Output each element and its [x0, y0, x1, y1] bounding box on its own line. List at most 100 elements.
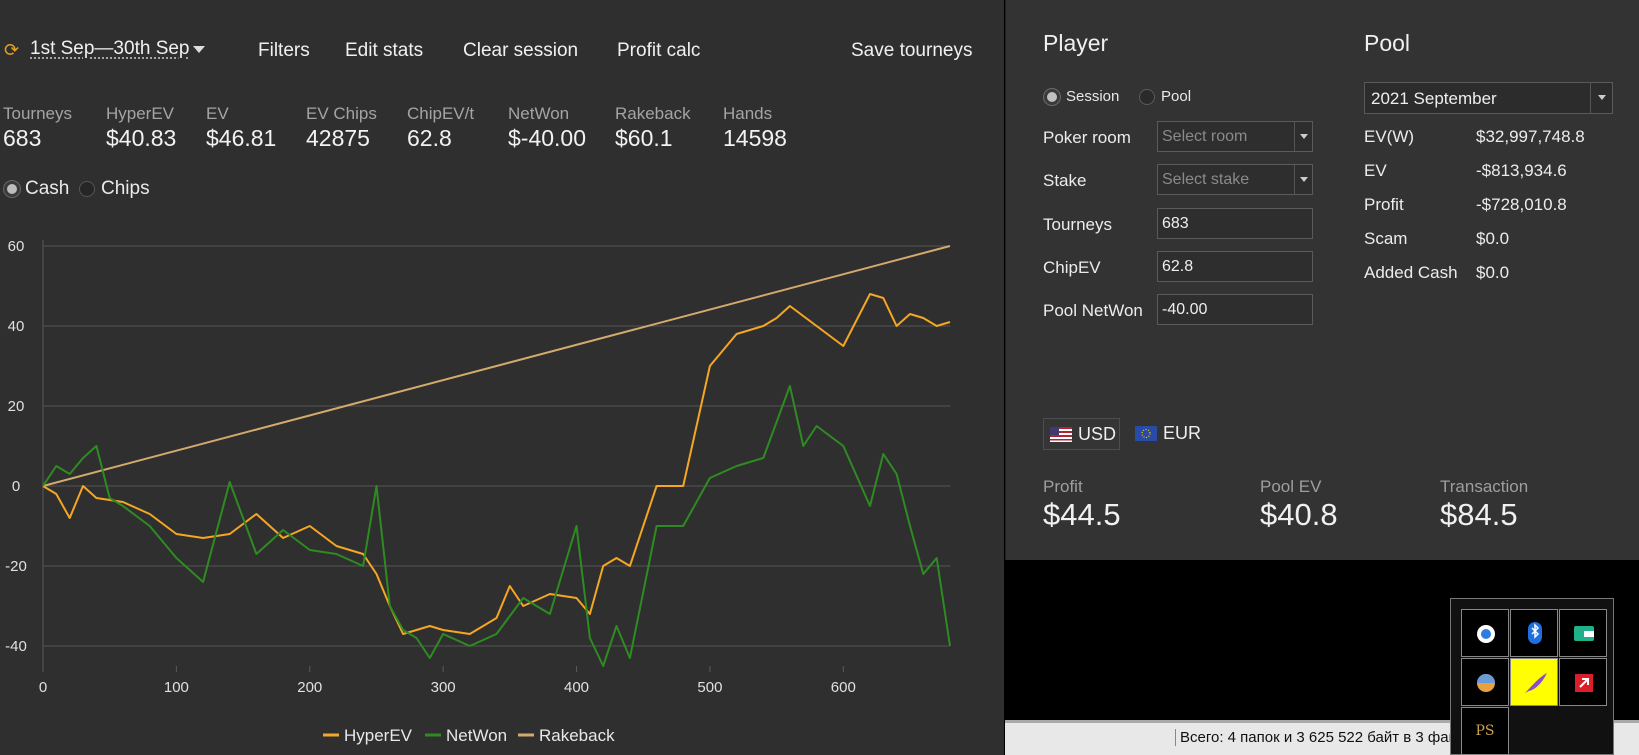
x-tick-label: 0 [39, 679, 47, 696]
pool-row-value: -$728,010.8 [1476, 195, 1567, 214]
series-line-rakeback [42, 245, 951, 487]
stat-value: $46.81 [206, 125, 277, 151]
stat-label: Tourneys [3, 104, 72, 123]
stat-value: $60.1 [615, 125, 673, 151]
stat-value: 62.8 [407, 125, 452, 151]
series-line-netwon [42, 385, 951, 667]
toolbar: ⟳ 1st Sep—30th Sep Filters Edit stats Cl… [0, 36, 1004, 66]
stake-placeholder: Select stake [1162, 171, 1250, 188]
chipev-label: ChipEV [1043, 258, 1101, 277]
save-tourneys-button[interactable]: Save tourneys [851, 40, 973, 61]
stat-label: EV Chips [306, 104, 377, 123]
poker-room-select[interactable]: Select room [1157, 121, 1313, 152]
clear-session-button[interactable]: Clear session [463, 40, 579, 61]
usd-button[interactable]: USD [1043, 418, 1120, 450]
y-tick-label: 20 [8, 398, 25, 415]
stat-value: $-40.00 [508, 125, 587, 151]
y-tick-label: 60 [8, 238, 25, 255]
chevron-down-icon[interactable] [193, 46, 205, 53]
chart-legend: HyperEV NetWon Rakeback [323, 726, 615, 745]
feather-app-icon[interactable] [1510, 658, 1558, 706]
pool-row-label: Profit [1364, 195, 1404, 214]
stat-ev-chips: EV Chips 42875 [306, 104, 377, 152]
stat-label: HyperEV [106, 104, 175, 123]
eu-flag-icon [1135, 426, 1157, 441]
x-tick-label: 500 [697, 679, 722, 696]
legend-label: Rakeback [539, 726, 615, 745]
filters-button[interactable]: Filters [258, 40, 310, 61]
sync-app-icon[interactable] [1461, 609, 1509, 657]
stat-chipev-t: ChipEV/t 62.8 [407, 104, 474, 152]
chart-lines [42, 245, 951, 667]
x-tick-label: 600 [831, 679, 856, 696]
chart-grid [42, 240, 950, 672]
pool-row-label: EV(W) [1364, 127, 1415, 146]
stat-hands: Hands 14598 [723, 104, 787, 152]
y-tick-label: 40 [8, 318, 25, 335]
poker-room-placeholder: Select room [1162, 128, 1248, 145]
pool-radio-label[interactable]: Pool [1161, 88, 1192, 105]
wallet-icon[interactable] [1559, 609, 1607, 657]
tourneys-field[interactable]: 683 [1157, 208, 1313, 239]
pool-netwon-field[interactable]: -40.00 [1157, 294, 1313, 325]
stat-value: 14598 [723, 125, 787, 151]
pool-radio[interactable] [1139, 89, 1155, 105]
stake-label: Stake [1043, 171, 1087, 190]
cash-radio-label[interactable]: Cash [25, 178, 70, 199]
summary-value: $44.5 [1043, 497, 1121, 532]
eur-label: EUR [1163, 423, 1202, 443]
legend-item-netwon: NetWon [425, 726, 507, 745]
y-tick-label: 0 [12, 478, 20, 495]
stat-value: $40.83 [106, 125, 177, 151]
y-tick-label: -20 [5, 558, 27, 575]
amd-icon[interactable] [1559, 658, 1607, 706]
chevron-down-icon[interactable] [1294, 165, 1312, 194]
legend-label: NetWon [446, 726, 507, 745]
cash-radio[interactable] [4, 181, 20, 197]
weather-icon[interactable] [1461, 658, 1509, 706]
chips-radio-label[interactable]: Chips [101, 178, 150, 199]
ps-app-icon[interactable]: PS [1461, 707, 1509, 755]
stat-rakeback: Rakeback $60.1 [615, 104, 691, 152]
x-tick-label: 400 [564, 679, 589, 696]
player-title: Player [1043, 30, 1109, 56]
chipev-field[interactable]: 62.8 [1157, 251, 1313, 282]
tourneys-label: Tourneys [1043, 215, 1112, 234]
series-line-hyperev [42, 293, 951, 635]
stat-value: 683 [3, 125, 42, 151]
stat-label: EV [206, 104, 229, 123]
pool-row-value: $0.0 [1476, 229, 1510, 248]
legend-item-hyperev: HyperEV [323, 726, 413, 745]
pool-period-value: 2021 September [1371, 89, 1497, 108]
bluetooth-icon[interactable] [1510, 609, 1558, 657]
edit-stats-button[interactable]: Edit stats [345, 40, 424, 61]
stake-select[interactable]: Select stake [1157, 164, 1313, 195]
stat-ev: EV $46.81 [206, 104, 276, 152]
stat-label: ChipEV/t [407, 104, 475, 123]
summary-label: Pool EV [1260, 477, 1322, 496]
stat-value: 42875 [306, 125, 370, 151]
x-tick-label: 100 [164, 679, 189, 696]
pool-row-label: Added Cash [1364, 263, 1458, 282]
system-tray-overflow: PS [1450, 598, 1614, 755]
stat-netwon: NetWon $-40.00 [508, 104, 586, 152]
right-panel: Player Pool Session Pool Poker room Sele… [1005, 0, 1639, 560]
pool-row-value: $32,997,748.8 [1476, 127, 1585, 146]
legend-label: HyperEV [344, 726, 413, 745]
pool-netwon-label: Pool NetWon [1043, 301, 1143, 320]
eur-button[interactable]: EUR [1129, 418, 1209, 450]
profit-calc-button[interactable]: Profit calc [617, 40, 701, 61]
date-range-selector[interactable]: 1st Sep—30th Sep [30, 38, 190, 59]
refresh-icon[interactable]: ⟳ [4, 40, 20, 60]
stats-bar: Tourneys 683 HyperEV $40.83 EV $46.81 EV Ch… [0, 104, 1004, 154]
session-radio[interactable] [1044, 89, 1060, 105]
chevron-down-icon[interactable] [1294, 122, 1312, 151]
legend-item-rakeback: Rakeback [518, 726, 615, 745]
stat-label: Rakeback [615, 104, 691, 123]
pool-row-label: EV [1364, 161, 1387, 180]
pool-period-select[interactable]: 2021 September [1364, 82, 1613, 114]
session-radio-label[interactable]: Session [1066, 88, 1120, 105]
chips-radio[interactable] [79, 181, 95, 197]
chevron-down-icon[interactable] [1590, 83, 1612, 113]
